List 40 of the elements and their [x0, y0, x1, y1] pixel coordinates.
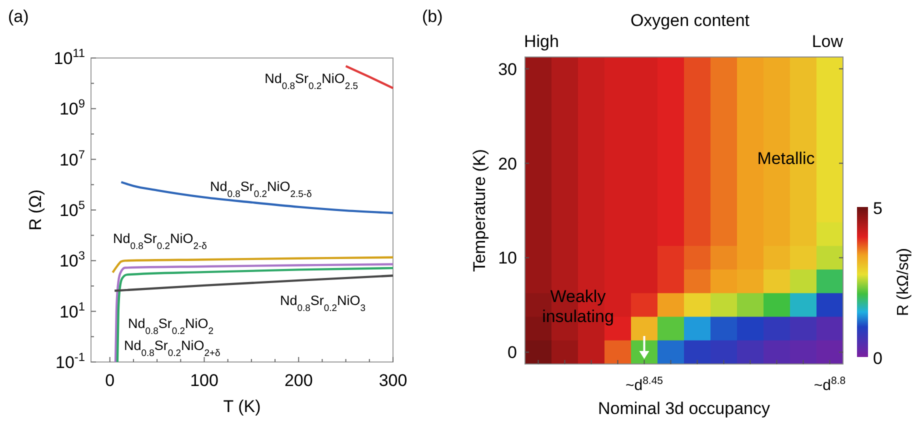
- x-tick-label: 300: [378, 371, 408, 390]
- y-tick-label: 10$^{3}$: [59, 248, 86, 271]
- x-axis-title: T (K): [223, 397, 261, 416]
- y-tick-label: 10: [498, 248, 517, 268]
- series-label: Nd$_{0.8}$Sr$_{0.2}$NiO$_{2.5}$: [264, 71, 358, 92]
- text: Oxygen content: [630, 11, 750, 30]
- text: High: [524, 32, 559, 51]
- x-tick-label: ~d$^{8.45}$: [625, 375, 664, 394]
- y-tick-label: 10$^{7}$: [59, 147, 86, 170]
- y-tick-label: 10$^{11}$: [54, 46, 86, 68]
- y-tick-label: 0: [508, 343, 517, 362]
- line-series: [113, 274, 394, 292]
- line-series: [112, 256, 394, 274]
- series-label: Nd$_{0.8}$Sr$_{0.2}$NiO$_{3}$: [280, 293, 366, 314]
- y-tick-label: 30: [498, 60, 517, 79]
- annotation: Weakly insulating: [542, 287, 614, 326]
- chart-title: (b): [422, 7, 443, 26]
- line-series: [120, 181, 394, 214]
- x-tick-label: 100: [190, 371, 218, 390]
- series-label: Nd$_{0.8}$Sr$_{0.2}$NiO$_{2-δ}$: [113, 231, 207, 252]
- x-tick-label: 0: [105, 371, 115, 390]
- text: Low: [812, 32, 844, 51]
- y-axis-title: Temperature (K): [470, 149, 489, 272]
- series-label: Nd$_{0.8}$Sr$_{0.2}$NiO$_{2}$: [128, 316, 214, 336]
- y-tick-label: 10$^{5}$: [59, 198, 86, 220]
- y-tick-label: 10$^{9}$: [59, 96, 86, 119]
- color-bar-label: 5: [873, 199, 882, 218]
- x-tick-label: 200: [284, 371, 313, 390]
- color-bar-title: R (kΩ/sq): [895, 248, 912, 316]
- y-tick-label: 10$^{1}$: [59, 299, 86, 322]
- series-label: Nd$_{0.8}$Sr$_{0.2}$NiO$_{2.5-δ}$: [210, 179, 312, 200]
- color-bar-label: 0: [873, 349, 882, 368]
- y-tick-label: 10$^{-1}$: [56, 350, 86, 372]
- x-tick-label: ~d$^{8.8}$: [814, 375, 846, 394]
- y-tick-label: 20: [498, 154, 517, 174]
- series-label: Nd$_{0.8}$Sr$_{0.2}$NiO$_{2+δ}$: [124, 338, 220, 358]
- chart-title: (a): [8, 7, 29, 26]
- x-axis-title: Nominal 3d occupancy: [598, 399, 770, 418]
- y-axis-title: R (Ω): [26, 189, 45, 231]
- annotation: Metallic: [757, 149, 816, 168]
